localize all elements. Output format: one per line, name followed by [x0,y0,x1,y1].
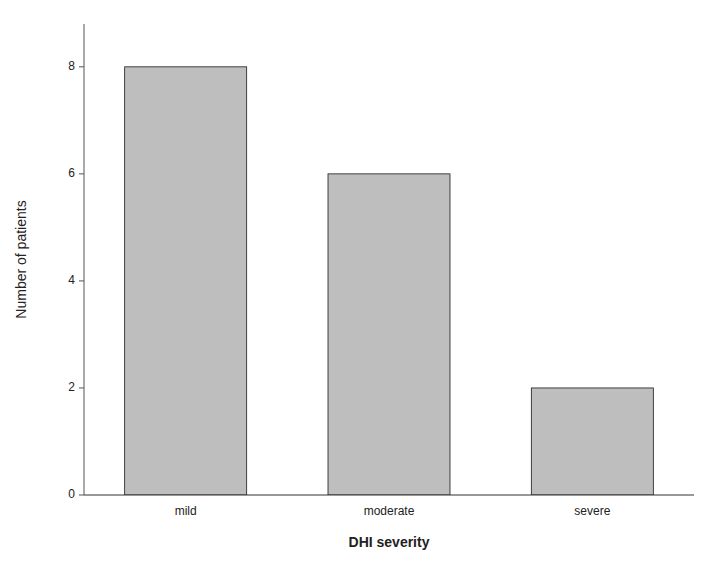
y-tick-label: 0 [68,487,75,501]
page: {"chart_data": {"type": "bar", "categori… [0,0,718,567]
bar [125,67,247,495]
y-axis-line [84,24,85,495]
y-tick [79,495,84,496]
chart-svg: 0 2 4 6 8 mild moderate severe DHI severity Numbe… [0,0,718,567]
y-tick [79,280,84,281]
x-tick-label: mild [175,504,197,518]
x-axis: mild moderate severe [84,495,694,518]
bar [531,388,653,495]
bars [125,67,654,495]
y-tick-label: 8 [68,59,75,73]
x-tick-label: severe [574,504,610,518]
y-tick [79,66,84,67]
y-axis: 0 2 4 6 8 [68,24,84,501]
x-tick-label: moderate [364,504,415,518]
y-tick-label: 2 [68,380,75,394]
y-axis-label: Number of patients [13,200,29,318]
x-axis-line [84,495,694,496]
y-tick-label: 4 [68,273,75,287]
x-axis-label: DHI severity [349,534,430,550]
y-tick [79,387,84,388]
y-tick-label: 6 [68,166,75,180]
y-tick [79,173,84,174]
bar [328,174,450,495]
chart-container: 0 2 4 6 8 mild moderate severe DHI severity Numbe… [0,0,718,567]
